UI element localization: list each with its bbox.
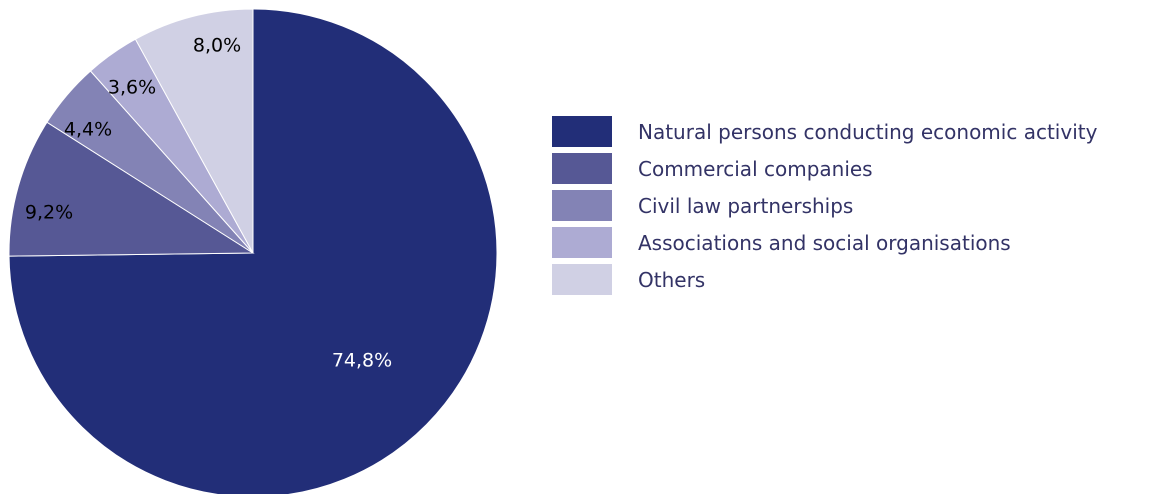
legend-label: Commercial companies	[638, 156, 873, 181]
legend-label: Civil law partnerships	[638, 193, 854, 218]
slice-value-label: 3,6%	[108, 77, 156, 99]
legend-item-others: Others	[552, 264, 1097, 295]
slice-value-label: 9,2%	[25, 202, 73, 224]
legend-swatch	[552, 153, 612, 184]
legend-swatch	[552, 227, 612, 258]
legend: Natural persons conducting economic acti…	[552, 116, 1097, 301]
legend-item-commercial-companies: Commercial companies	[552, 153, 1097, 184]
slice-value-label: 74,8%	[332, 350, 392, 372]
legend-label: Natural persons conducting economic acti…	[638, 119, 1098, 144]
legend-item-civil-law-partnerships: Civil law partnerships	[552, 190, 1097, 221]
legend-label: Others	[638, 267, 706, 292]
slice-natural-persons	[8, 8, 498, 498]
slice-commercial-companies	[8, 121, 255, 257]
legend-item-natural-persons: Natural persons conducting economic acti…	[552, 116, 1097, 147]
slice-others	[134, 8, 254, 254]
slice-value-label: 4,4%	[64, 119, 112, 141]
legend-item-associations: Associations and social organisations	[552, 227, 1097, 258]
legend-label: Associations and social organisations	[638, 230, 1011, 255]
legend-swatch	[552, 190, 612, 221]
legend-swatch	[552, 264, 612, 295]
legend-swatch	[552, 116, 612, 147]
slice-value-label: 8,0%	[193, 35, 241, 57]
